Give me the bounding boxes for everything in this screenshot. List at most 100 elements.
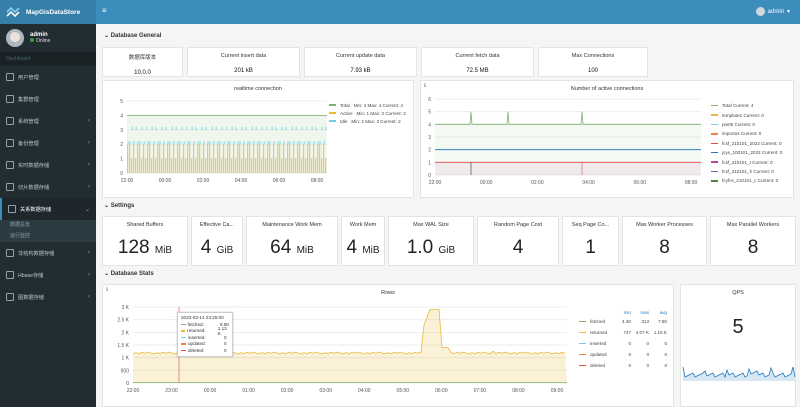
legend-item[interactable]: fcsf_210101_t Current: 0 xyxy=(711,157,782,166)
legend-item[interactable]: Idle Min: 2 Max: 3 Current: 2 xyxy=(329,117,406,125)
legend-name: Active xyxy=(340,110,353,116)
legend-item[interactable]: inserted 0 0 0 xyxy=(579,338,667,349)
sidebar-item-4[interactable]: 实时数据存储 ‹ xyxy=(0,154,96,176)
setting-unit: MiB xyxy=(362,245,380,256)
section-general-label: Database General xyxy=(110,33,162,39)
legend-item[interactable]: fcyfcs_210101_c Current: 0 xyxy=(711,176,782,185)
active-bar xyxy=(321,158,323,173)
sidebar-item-0[interactable]: 用户管理 xyxy=(0,66,96,88)
brand[interactable]: MapGisDataStore xyxy=(0,0,96,24)
x-tick-label: 23:00 xyxy=(165,388,178,394)
legend-item[interactable]: jcys_100101_2022 Current: 0 xyxy=(711,148,782,157)
tooltip-time: 2023-03-14 23:25:00 xyxy=(181,315,224,320)
idle-bar xyxy=(203,141,205,145)
info-icon[interactable]: ℹ xyxy=(424,83,426,89)
legend-item[interactable]: Active Min: 1 Max: 2 Current: 2 xyxy=(329,109,406,117)
sidebar-item-6[interactable]: 关系数据存储 ⌄ xyxy=(0,198,96,220)
idle-bar xyxy=(295,126,297,130)
legend-item[interactable]: fetched 4.40 313 7.80 xyxy=(579,316,667,327)
legend-item[interactable]: Total Current: 4 xyxy=(711,101,782,110)
tooltip-key: returned: xyxy=(187,328,206,334)
section-settings[interactable]: ⌄ Settings xyxy=(104,203,135,209)
idle-bar xyxy=(179,141,181,145)
section-general[interactable]: ⌄ Database General xyxy=(104,33,162,39)
legend-swatch xyxy=(711,133,718,135)
legend-header: min max avg xyxy=(579,308,667,316)
y-tick-label: 0 xyxy=(120,171,123,177)
legend-avg: 7.80 xyxy=(658,319,667,324)
legend-column-header[interactable]: max xyxy=(640,309,649,315)
tooltip-key: fetched: xyxy=(187,321,204,327)
legend-item[interactable]: pie05 Current: 0 xyxy=(711,120,782,129)
stat-title: Max Connections xyxy=(571,53,615,59)
sidebar-item-5[interactable]: 切片数据存储 ‹ xyxy=(0,176,96,198)
stat-title: Current insert data xyxy=(220,53,267,59)
tooltip-value: 0 xyxy=(224,341,227,347)
x-tick-label: 07:00 xyxy=(474,388,487,394)
menu-toggle-icon[interactable]: ≡ xyxy=(102,6,107,15)
legend-item[interactable]: returned 747 4.07 K 1.16 K xyxy=(579,327,667,338)
active-bar xyxy=(179,144,181,173)
sidebar-menu: 用户管理 集群管理 系统管理 ‹ 备份管理 ‹ 实时数据存储 ‹ 切片数据存储 ‹ 关系数据存储 ⌄ 数… xyxy=(0,66,96,308)
active-bar xyxy=(211,158,213,173)
legend-name: returned xyxy=(590,330,608,335)
legend-swatch xyxy=(711,151,718,154)
setting-value: 8 xyxy=(711,237,795,259)
idle-bar xyxy=(199,141,201,145)
legend-item[interactable]: importos Current: 0 xyxy=(711,129,782,138)
y-tick-label: 1 xyxy=(120,157,123,163)
sidebar-item-9[interactable]: 图数据存储 ‹ xyxy=(0,286,96,308)
qps-title: QPS xyxy=(732,290,744,296)
legend-column-header[interactable]: min xyxy=(623,309,631,315)
idle-bar xyxy=(259,141,261,145)
active-bar xyxy=(229,144,231,173)
legend-item[interactable]: fcsf_210101_h Current: 0 xyxy=(711,167,782,176)
active-bar xyxy=(233,144,235,173)
legend-item[interactable]: deleted 0 0 0 xyxy=(579,360,667,371)
setting-panel: Maintenance Work Mem 64 MiB xyxy=(246,216,338,266)
sidebar-item-label: 集群管理 xyxy=(18,96,39,103)
legend-label: importos Current: 0 xyxy=(722,131,762,137)
active-bar xyxy=(201,158,203,173)
sidebar-item-8[interactable]: Hbase存储 ‹ xyxy=(0,264,96,286)
setting-title: Work Mem xyxy=(349,222,377,228)
submenu-item[interactable]: 数据总览 xyxy=(10,222,31,228)
active-bar xyxy=(143,144,145,173)
legend-column-header[interactable]: avg xyxy=(659,309,667,315)
section-stats[interactable]: ⌄ Database Stats xyxy=(104,271,154,277)
idle-bar xyxy=(223,141,225,145)
legend-swatch xyxy=(579,364,586,367)
sidebar-item-1[interactable]: 集群管理 xyxy=(0,88,96,110)
legend-swatch xyxy=(711,123,718,126)
y-tick-label: 1 xyxy=(428,160,431,166)
idle-bar xyxy=(301,126,303,130)
submenu-item[interactable]: 运行监控 xyxy=(10,233,31,239)
x-tick-label: 04:00 xyxy=(235,178,248,184)
legend-item[interactable]: fcsf_210101_2022 Current: 0 xyxy=(711,139,782,148)
tooltip-value: 0 xyxy=(224,334,227,340)
legend-stats: Min: 1 Max: 2 Current: 2 xyxy=(356,110,406,116)
idle-bar xyxy=(303,141,305,145)
sidebar-item-2[interactable]: 系统管理 ‹ xyxy=(0,110,96,132)
rows-title: Rows xyxy=(381,290,395,296)
user-panel: admin Online xyxy=(0,24,96,52)
sidebar-item-3[interactable]: 备份管理 ‹ xyxy=(0,132,96,154)
user-menu[interactable]: admin ▾ xyxy=(755,7,790,16)
sidebar-item-7[interactable]: 非结构数据存储 ‹ xyxy=(0,242,96,264)
legend-item[interactable]: updated 0 0 0 xyxy=(579,349,667,360)
legend-swatch xyxy=(579,331,586,334)
idle-bar xyxy=(171,126,173,130)
legend-item[interactable]: template1 Current: 0 xyxy=(711,110,782,119)
legend-item[interactable]: Total Min: 4 Max: 4 Current: 4 xyxy=(329,101,406,109)
setting-value: 4 MiB xyxy=(342,237,384,259)
active-bar xyxy=(217,144,219,173)
setting-panel: Max Parallel Workers 8 xyxy=(710,216,796,266)
menu-item-icon xyxy=(6,73,14,81)
info-icon[interactable]: ℹ xyxy=(106,287,108,293)
submenu: 数据总览 运行监控 xyxy=(0,220,96,242)
x-tick-label: 00:00 xyxy=(159,178,172,184)
idle-bar xyxy=(185,126,187,130)
idle-bar xyxy=(245,126,247,130)
active-bar xyxy=(141,158,143,173)
active-bar xyxy=(193,144,195,173)
